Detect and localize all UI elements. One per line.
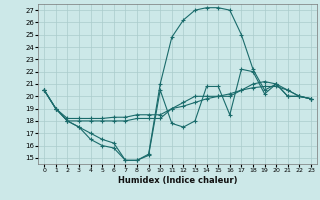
X-axis label: Humidex (Indice chaleur): Humidex (Indice chaleur) (118, 176, 237, 185)
